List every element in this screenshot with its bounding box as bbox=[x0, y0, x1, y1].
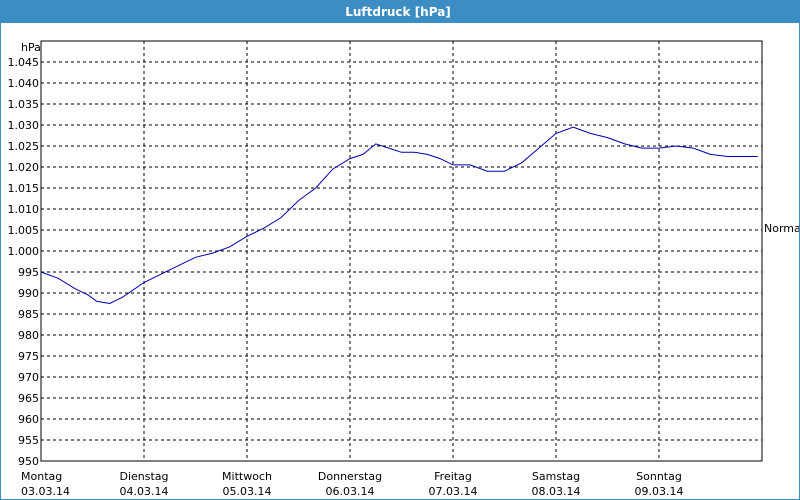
x-tick-day-label: Freitag bbox=[434, 470, 472, 483]
y-tick-label: 1.045 bbox=[8, 56, 40, 69]
x-tick-day-label: Montag bbox=[21, 470, 62, 483]
x-tick-date-label: 07.03.14 bbox=[429, 485, 478, 498]
y-tick-label: 1.000 bbox=[8, 245, 40, 258]
y-tick-label: 975 bbox=[18, 350, 39, 363]
x-tick-date-label: 04.03.14 bbox=[120, 485, 169, 498]
x-tick-date-label: 03.03.14 bbox=[21, 485, 70, 498]
chart-title: Luftdruck [hPa] bbox=[345, 5, 451, 19]
chart-titlebar: Luftdruck [hPa] bbox=[1, 1, 799, 23]
y-tick-label: 1.020 bbox=[8, 161, 40, 174]
y-tick-label: 960 bbox=[18, 413, 39, 426]
y-axis-ticks: 950 955 960 965 970 975 980 985 990 995 1.000 1.005… bbox=[8, 56, 40, 468]
x-tick-date-label: 09.03.14 bbox=[635, 485, 684, 498]
y-tick-label: 1.040 bbox=[8, 77, 40, 90]
y-tick-label: 980 bbox=[18, 329, 39, 342]
series-line-pressure bbox=[40, 126, 758, 305]
y-tick-label: 1.005 bbox=[8, 224, 40, 237]
x-axis-ticks: Montag 03.03.14 Dienstag 04.03.14 Mittwoch 05… bbox=[21, 470, 683, 498]
y-tick-label: 955 bbox=[18, 434, 39, 447]
y-tick-label: 995 bbox=[18, 266, 39, 279]
y-tick-label: 1.010 bbox=[8, 203, 40, 216]
x-tick-day-label: Mittwoch bbox=[222, 470, 272, 483]
pressure-chart: 950 955 960 965 970 975 980 985 990 995 1.000 1.005… bbox=[8, 40, 799, 498]
y-tick-label: 970 bbox=[18, 371, 39, 384]
plot-area-frame bbox=[40, 40, 763, 462]
grid-lines bbox=[41, 41, 762, 461]
x-tick-day-label: Dienstag bbox=[119, 470, 168, 483]
y-tick-label: 985 bbox=[18, 308, 39, 321]
x-tick-date-label: 06.03.14 bbox=[326, 485, 375, 498]
y-tick-label: 990 bbox=[18, 287, 39, 300]
x-tick-day-label: Sonntag bbox=[636, 470, 682, 483]
y-tick-label: 1.015 bbox=[8, 182, 40, 195]
y-tick-label: 965 bbox=[18, 392, 39, 405]
y-tick-label: 1.035 bbox=[8, 98, 40, 111]
x-tick-date-label: 08.03.14 bbox=[532, 485, 581, 498]
x-tick-date-label: 05.03.14 bbox=[223, 485, 272, 498]
reference-label-normal: Normal bbox=[764, 222, 799, 235]
y-tick-label: 1.030 bbox=[8, 119, 40, 132]
y-tick-label: 950 bbox=[18, 455, 39, 468]
x-tick-day-label: Samstag bbox=[532, 470, 580, 483]
x-tick-day-label: Donnerstag bbox=[318, 470, 382, 483]
y-axis-unit-label: hPa bbox=[21, 41, 41, 54]
y-tick-label: 1.025 bbox=[8, 140, 40, 153]
